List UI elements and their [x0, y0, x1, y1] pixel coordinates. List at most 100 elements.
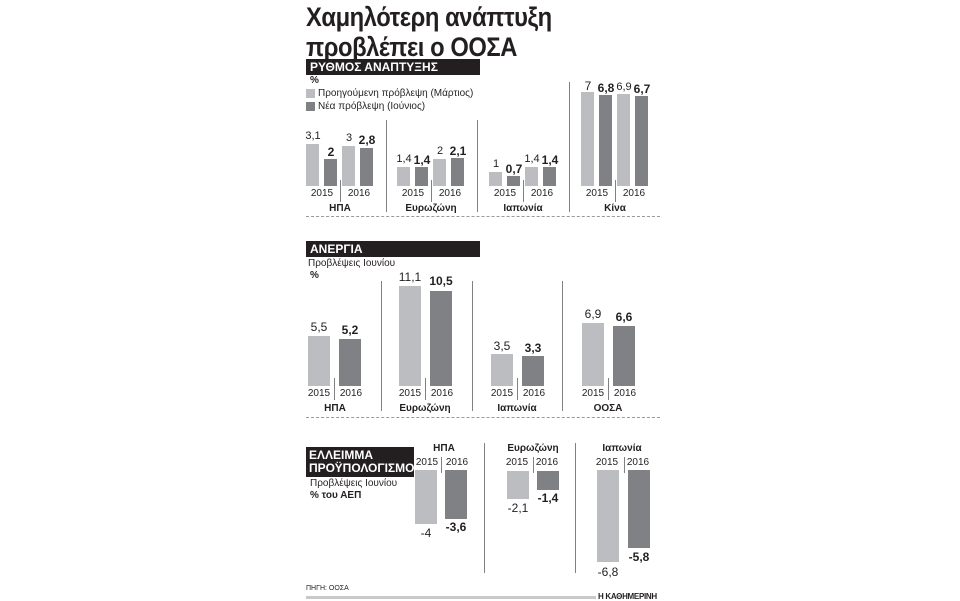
bar-ez-2016-new	[451, 158, 464, 186]
value-label: -2,1	[507, 501, 529, 515]
year-label: 2015	[490, 388, 514, 399]
group-label-china: Κίνα	[604, 203, 626, 214]
value-label: 0,7	[505, 162, 523, 176]
bar-jp-2016	[522, 356, 544, 386]
category-label-eurozone: Ευρωζώνη	[399, 403, 451, 414]
bar-usa-2016	[339, 339, 361, 386]
value-label: -1,4	[537, 491, 559, 505]
year-label: 2016	[535, 457, 559, 468]
footer-rule	[306, 596, 596, 599]
divider	[431, 180, 432, 202]
bar-cn-2015-new	[599, 95, 612, 186]
divider	[569, 82, 570, 212]
bar-jp-2015-prev	[489, 172, 502, 186]
deficit-header: ΕΛΛΕΙΜΜΑ ΠΡΟΫΠΟΛΟΓΙΣΜΟΥ	[306, 447, 423, 477]
group-label-usa: ΗΠΑ	[329, 203, 351, 214]
year-label: 2015	[595, 457, 619, 468]
section-divider	[306, 216, 660, 217]
divider	[477, 120, 478, 212]
value-label: 6,7	[633, 82, 651, 96]
value-label: 3,1	[305, 130, 321, 142]
deficit-subtitle: Προβλέψεις Ιουνίου	[310, 478, 398, 489]
bar-jp-2015-new	[507, 176, 520, 186]
bar-jp-2016	[628, 470, 650, 548]
value-label: 2,1	[449, 144, 467, 158]
value-label: 6,8	[597, 81, 615, 95]
bar-usa-2016	[445, 470, 467, 519]
title-line-1: Χαμηλότερη ανάπτυξη	[306, 2, 552, 32]
bar-usa-2015	[415, 470, 437, 524]
value-label: 11,1	[398, 270, 422, 284]
bar-usa-2015-new	[324, 159, 337, 186]
value-label: 3,5	[493, 339, 511, 353]
bar-ez-2015-prev	[397, 167, 410, 186]
unemployment-header: ΑΝΕΡΓΙΑ	[306, 241, 480, 257]
value-label: -3,6	[445, 520, 467, 534]
bar-usa-2015-prev	[306, 144, 319, 186]
value-label: 6,6	[615, 310, 633, 324]
divider	[334, 378, 335, 400]
bar-usa-2016-new	[360, 148, 373, 186]
year-label: 2015	[581, 388, 605, 399]
value-label: 6,9	[584, 307, 602, 321]
value-label: 7	[584, 79, 592, 93]
divider	[381, 281, 382, 411]
divider	[472, 281, 473, 411]
year-label: 2015	[401, 188, 425, 199]
bar-oecd-2016	[613, 326, 635, 386]
category-label-oecd: ΟΟΣΑ	[593, 403, 623, 414]
divider	[615, 180, 616, 202]
year-label: 2016	[622, 188, 646, 199]
deficit-unit: % του ΑΕΠ	[310, 490, 362, 501]
value-label: 1,4	[396, 153, 412, 165]
bar-jp-2015	[597, 470, 619, 562]
value-label: 3	[345, 132, 353, 144]
value-label: 1	[492, 158, 500, 170]
unemployment-subtitle: Προβλέψεις Ιουνίου	[308, 258, 396, 269]
year-label: 2015	[307, 388, 331, 399]
category-label-usa: ΗΠΑ	[324, 403, 346, 414]
bar-oecd-2015	[582, 323, 604, 386]
bar-usa-2015	[308, 336, 330, 386]
year-label: 2015	[310, 188, 334, 199]
year-label: 2016	[522, 388, 546, 399]
bar-jp-2016-new	[543, 167, 556, 186]
bar-ez-2015-new	[415, 167, 428, 186]
deficit-header-line1: ΕΛΛΕΙΜΜΑ	[309, 448, 374, 462]
divider	[624, 457, 625, 473]
group-label-eurozone: Ευρωζώνη	[405, 203, 457, 214]
legend-previous: Προηγούμενη πρόβλεψη (Μάρτιος)	[306, 88, 473, 99]
growth-unit: %	[310, 75, 319, 86]
value-label: 2,8	[358, 133, 376, 147]
bar-cn-2015-prev	[581, 92, 594, 186]
section-divider	[306, 417, 660, 418]
unemployment-unit: %	[310, 270, 319, 281]
year-label: 2016	[445, 457, 469, 468]
value-label: -4	[420, 526, 432, 540]
divider	[608, 378, 609, 400]
year-label: 2015	[415, 457, 439, 468]
category-label-japan: Ιαπωνία	[497, 403, 537, 414]
title-line-2: προβλέπει ο ΟΟΣΑ	[306, 32, 517, 62]
value-label: -5,8	[628, 550, 650, 564]
value-label: 5,2	[341, 323, 359, 337]
bar-cn-2016-new	[635, 96, 648, 186]
deficit-header-line2: ΠΡΟΫΠΟΛΟΓΙΣΜΟΥ	[309, 461, 423, 475]
divider	[575, 443, 576, 573]
year-label: 2015	[493, 188, 517, 199]
value-label: -6,8	[597, 565, 619, 579]
value-label: 1,4	[413, 153, 431, 167]
year-label: 2016	[438, 188, 462, 199]
bar-ez-2016-prev	[433, 159, 446, 186]
value-label: 6,9	[616, 81, 632, 93]
year-label: 2015	[505, 457, 529, 468]
bar-ez-2016	[537, 471, 559, 490]
value-label: 1,4	[541, 153, 559, 167]
source-note: ΠΗΓΗ: ΟΟΣΑ	[306, 585, 349, 592]
year-label: 2016	[530, 188, 554, 199]
divider	[533, 457, 534, 473]
bar-ez-2015	[399, 286, 421, 386]
divider	[441, 457, 442, 473]
category-label-japan: Ιαπωνία	[602, 443, 642, 454]
category-label-eurozone: Ευρωζώνη	[507, 443, 559, 454]
